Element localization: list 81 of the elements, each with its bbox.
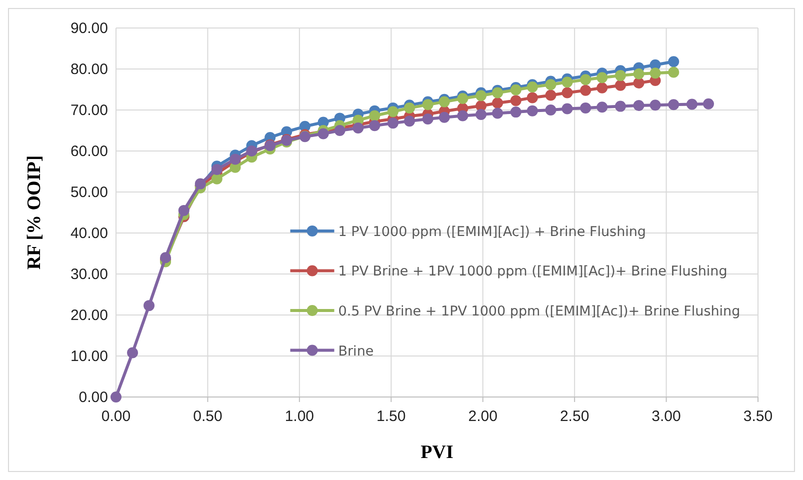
point [650, 100, 661, 111]
point [144, 300, 155, 312]
point [526, 92, 538, 104]
x-axis-title: PVI [420, 442, 454, 463]
point [404, 116, 415, 127]
point [596, 72, 608, 84]
x-tick-label: 0.00 [101, 408, 131, 425]
point [110, 392, 122, 402]
point [438, 96, 450, 108]
point [510, 106, 522, 118]
point [476, 109, 487, 120]
point [580, 74, 592, 86]
point [178, 204, 190, 216]
point [633, 100, 644, 111]
point [545, 90, 556, 101]
point [369, 120, 380, 132]
point [387, 118, 398, 129]
point [614, 100, 626, 112]
point [211, 173, 222, 184]
point [510, 84, 522, 96]
point [580, 102, 592, 114]
x-tick-label: 1.50 [376, 408, 406, 425]
point [562, 87, 573, 98]
point [510, 95, 522, 106]
point [668, 99, 680, 110]
legend-label: Brine [338, 343, 374, 360]
point [668, 56, 680, 68]
legend-label: 0.5 PV Brine + 1PV 1000 ppm ([EMIM][Ac])+ Brine Flushing [338, 303, 740, 320]
point [422, 99, 434, 110]
point [457, 93, 468, 104]
point [526, 82, 538, 93]
point [492, 108, 504, 119]
y-tick-label: 80.00 [70, 61, 108, 78]
legend-label: 1 PV Brine + 1PV 1000 ppm ([EMIM][Ac])+ Brine Flushing [338, 264, 728, 280]
point [127, 347, 138, 358]
point [580, 84, 592, 96]
y-tick-label: 90.00 [70, 20, 108, 37]
y-axis-title: RF [% OOIP] [24, 155, 45, 270]
point [352, 122, 364, 134]
x-tick-label: 1.00 [284, 408, 314, 425]
point [369, 110, 380, 122]
point [596, 82, 608, 94]
point [422, 114, 434, 125]
point [614, 70, 626, 82]
y-tick-label: 60.00 [70, 143, 108, 160]
x-tick-label: 3.50 [743, 408, 773, 425]
point [387, 106, 398, 118]
y-tick-label: 40.00 [70, 225, 108, 242]
point [545, 104, 556, 116]
point [492, 98, 504, 109]
x-tick-label: 2.00 [468, 408, 498, 425]
point [668, 66, 680, 78]
point [211, 164, 222, 175]
y-tick-label: 30.00 [70, 266, 108, 283]
point [438, 112, 450, 123]
point [633, 77, 644, 88]
point [334, 125, 346, 136]
point [650, 68, 661, 79]
point [614, 80, 626, 91]
point [476, 90, 487, 102]
point [526, 105, 538, 116]
point [702, 98, 714, 110]
point [562, 76, 573, 88]
point [545, 79, 556, 90]
x-tick-label: 0.50 [193, 408, 222, 425]
point [318, 128, 329, 140]
legend-label: 1 PV 1000 ppm ([EMIM][Ac]) + Brine Flushing [338, 224, 646, 240]
point [562, 103, 573, 114]
y-tick-label: 10.00 [70, 348, 108, 365]
point [686, 98, 698, 110]
x-tick-label: 2.50 [560, 408, 590, 425]
point [457, 110, 468, 122]
y-tick-label: 50.00 [70, 184, 108, 201]
x-tick-label: 3.00 [652, 408, 681, 425]
y-tick-label: 20.00 [70, 307, 108, 324]
point [404, 102, 415, 114]
y-tick-label: 70.00 [70, 102, 108, 119]
point [633, 68, 644, 80]
y-tick-label: 0.00 [78, 389, 108, 406]
point [596, 102, 608, 113]
point [492, 87, 504, 98]
